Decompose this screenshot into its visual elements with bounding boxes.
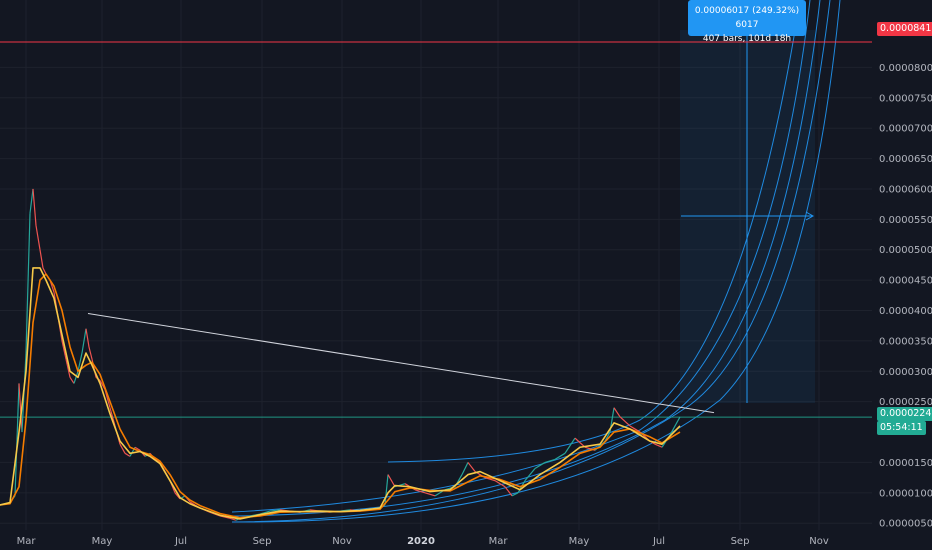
price-candle-segment	[604, 431, 611, 442]
fast-moving-average	[0, 267, 681, 520]
price-candle-segment	[574, 437, 586, 448]
price-candle-segment	[554, 452, 566, 460]
price-candle-segment	[88, 346, 93, 360]
measure-bars-duration: 407 bars, 101d 18h	[702, 34, 792, 44]
price-candle-segment	[467, 462, 476, 472]
price-candle-segment	[504, 486, 513, 497]
price-candle-segment	[124, 452, 131, 457]
x-tick-label: Mar	[489, 536, 509, 547]
price-candle-segment	[39, 249, 44, 269]
price-candle-segment	[61, 340, 67, 360]
price-candle-segment	[424, 492, 436, 497]
price-candle-segment	[42, 267, 47, 275]
slow-moving-average	[0, 273, 681, 519]
price-candle-segment	[387, 474, 396, 488]
series-group	[0, 188, 681, 521]
price-candle-segment	[524, 468, 536, 482]
price-candle-segment	[189, 501, 196, 506]
x-tick-label: Jul	[174, 536, 187, 547]
price-candle-segment	[461, 462, 469, 475]
price-candle-segment	[619, 416, 631, 427]
x-tick-label: Sep	[731, 536, 750, 547]
fib-arc	[231, 0, 841, 523]
x-tick-label: Sep	[253, 536, 272, 547]
fib-arc	[231, 0, 821, 517]
x-tick-label: Jul	[652, 536, 665, 547]
price-candle-segment	[669, 416, 681, 436]
x-tick-label: Nov	[809, 536, 829, 547]
price-candle-segment	[81, 328, 87, 354]
fib-arc	[387, 0, 801, 463]
price-candle-segment	[32, 188, 37, 226]
price-candle-segment	[544, 458, 556, 464]
price-candle-segment	[534, 461, 546, 470]
measure-arrow-head	[805, 211, 815, 221]
price-candle-segment	[654, 443, 663, 448]
measure-price-change: 0.00006017 (249.32%) 6017	[694, 6, 800, 30]
y-tick-label: 0.00000500	[879, 519, 932, 530]
price-candle-segment	[29, 188, 34, 214]
price-candle-segment	[77, 352, 83, 372]
price-candle-segment	[613, 407, 621, 418]
price-candle-segment	[564, 437, 576, 454]
fib-arc-channel	[231, 0, 841, 523]
x-tick-label: May	[92, 536, 113, 547]
price-candle-segment	[174, 492, 181, 500]
x-tick-label: Nov	[332, 536, 352, 547]
price-candle-segment	[69, 377, 75, 384]
price-candle-segment	[65, 358, 71, 378]
price-candle-segment	[229, 517, 237, 521]
x-tick-label: Mar	[17, 536, 37, 547]
price-candle-segment	[511, 492, 519, 497]
fib-arc	[231, 0, 831, 523]
price-candle-segment	[18, 383, 23, 433]
price-candle-segment	[14, 383, 20, 496]
price-candle-segment	[494, 480, 506, 488]
current-price-tag: 0.00002245	[877, 407, 932, 421]
price-candle-segment	[73, 371, 79, 384]
price-candle-segment	[85, 328, 90, 348]
price-candle-segment	[414, 489, 426, 494]
resistance-price-tag: 0.00008419	[877, 22, 932, 36]
x-tick-label: 2020	[407, 536, 435, 547]
price-candle-segment	[25, 213, 31, 354]
x-axis: Mar May Jul Sep Nov 2020 Mar May Jul Sep Nov	[17, 536, 829, 547]
price-candle-segment	[35, 225, 41, 250]
price-candle-segment	[269, 509, 281, 512]
measure-tooltip: 0.00006017 (249.32%) 6017 407 bars, 101d…	[688, 0, 806, 44]
price-candle-segment	[384, 474, 389, 506]
fib-arc	[231, 0, 811, 513]
descending-trendline[interactable]	[87, 313, 715, 414]
price-candle-segment	[119, 443, 126, 454]
price-candle-segment	[629, 425, 641, 433]
bar-countdown-tag: 05:54:11	[877, 421, 926, 435]
x-tick-label: May	[569, 536, 590, 547]
price-candle-segment	[484, 477, 496, 482]
price-candle-segment	[134, 446, 141, 451]
